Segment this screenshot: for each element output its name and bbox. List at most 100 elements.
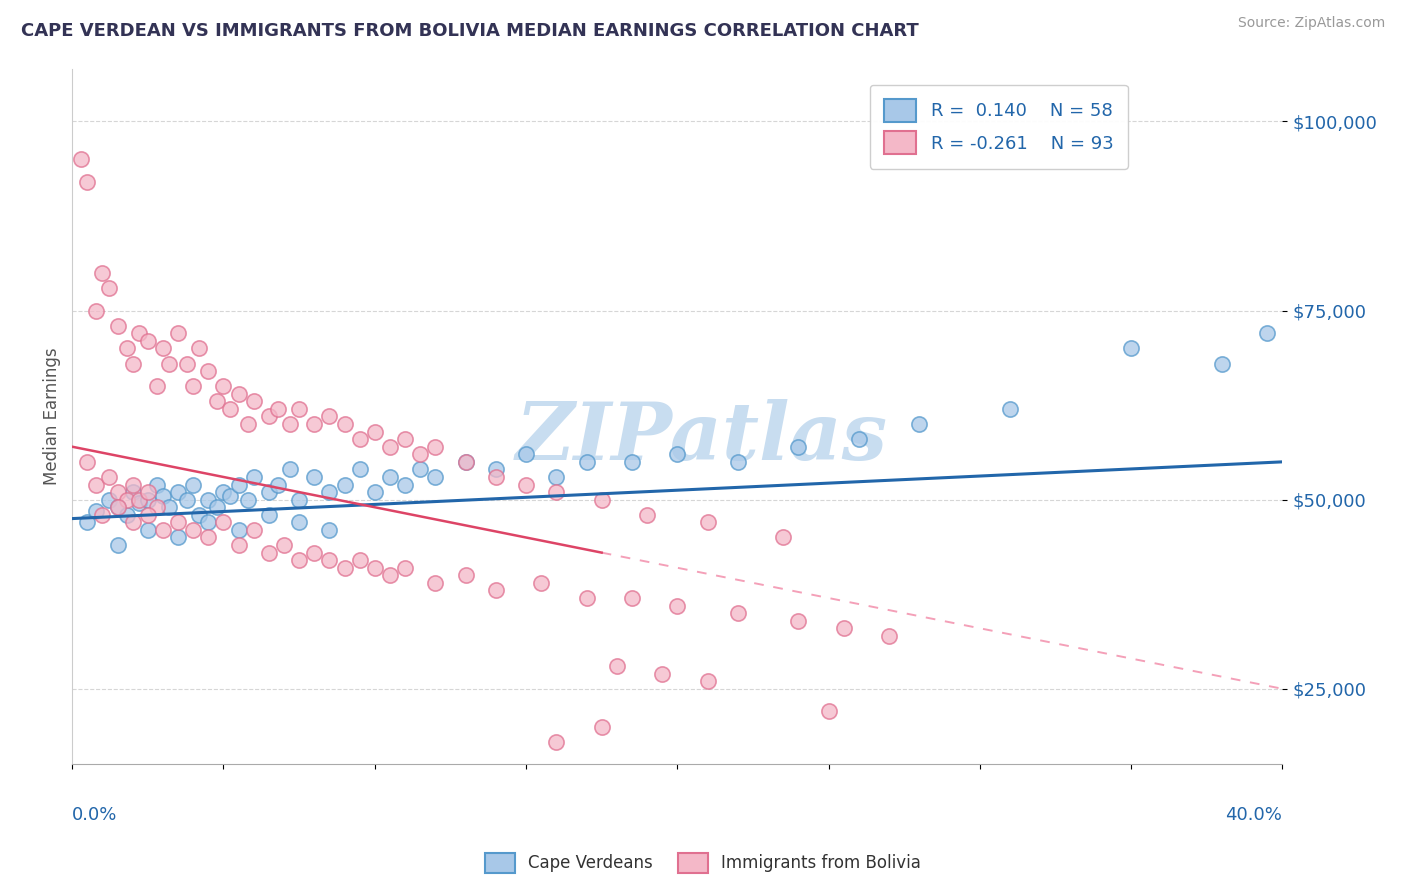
Point — [333, 477, 356, 491]
Text: ZIPatlas: ZIPatlas — [516, 399, 887, 476]
Point — [454, 455, 477, 469]
Point — [115, 492, 138, 507]
Point — [591, 720, 613, 734]
Point — [97, 492, 120, 507]
Point — [121, 485, 143, 500]
Point — [167, 516, 190, 530]
Point — [107, 500, 129, 515]
Point — [877, 629, 900, 643]
Point — [278, 417, 301, 431]
Point — [128, 492, 150, 507]
Point — [485, 583, 508, 598]
Point — [288, 553, 311, 567]
Point — [157, 357, 180, 371]
Point — [454, 568, 477, 582]
Point — [998, 401, 1021, 416]
Point — [546, 470, 568, 484]
Point — [107, 538, 129, 552]
Point — [76, 175, 98, 189]
Point — [197, 531, 219, 545]
Point — [136, 508, 159, 522]
Point — [394, 560, 416, 574]
Point — [242, 470, 264, 484]
Text: Source: ZipAtlas.com: Source: ZipAtlas.com — [1237, 16, 1385, 30]
Point — [666, 447, 689, 461]
Point — [288, 516, 311, 530]
Point — [787, 440, 810, 454]
Point — [318, 409, 340, 424]
Point — [454, 455, 477, 469]
Point — [181, 379, 204, 393]
Point — [394, 432, 416, 446]
Point — [378, 568, 401, 582]
Point — [97, 470, 120, 484]
Point — [787, 614, 810, 628]
Point — [136, 523, 159, 537]
Point — [181, 523, 204, 537]
Point — [425, 470, 447, 484]
Point — [207, 394, 229, 409]
Point — [304, 417, 326, 431]
Point — [485, 462, 508, 476]
Point — [70, 153, 93, 167]
Point — [772, 531, 794, 545]
Point — [1211, 357, 1233, 371]
Point — [197, 492, 219, 507]
Point — [515, 477, 537, 491]
Point — [908, 417, 931, 431]
Point — [152, 342, 174, 356]
Point — [207, 500, 229, 515]
Point — [409, 462, 432, 476]
Point — [318, 523, 340, 537]
Point — [86, 303, 108, 318]
Point — [212, 379, 235, 393]
Point — [727, 606, 749, 620]
Point — [218, 401, 240, 416]
Point — [86, 504, 108, 518]
Point — [121, 477, 143, 491]
Point — [304, 546, 326, 560]
Legend: R =  0.140    N = 58, R = -0.261    N = 93: R = 0.140 N = 58, R = -0.261 N = 93 — [869, 85, 1128, 169]
Point — [333, 560, 356, 574]
Point — [257, 546, 280, 560]
Point — [121, 516, 143, 530]
Point — [86, 477, 108, 491]
Point — [136, 485, 159, 500]
Text: CAPE VERDEAN VS IMMIGRANTS FROM BOLIVIA MEDIAN EARNINGS CORRELATION CHART: CAPE VERDEAN VS IMMIGRANTS FROM BOLIVIA … — [21, 22, 920, 40]
Point — [97, 281, 120, 295]
Point — [620, 455, 643, 469]
Point — [76, 455, 98, 469]
Point — [176, 492, 198, 507]
Point — [349, 553, 371, 567]
Point — [666, 599, 689, 613]
Point — [181, 477, 204, 491]
Point — [273, 538, 295, 552]
Point — [76, 516, 98, 530]
Point — [485, 470, 508, 484]
Point — [107, 485, 129, 500]
Point — [267, 477, 290, 491]
Point — [318, 553, 340, 567]
Point — [236, 492, 259, 507]
Point — [1256, 326, 1278, 341]
Point — [425, 575, 447, 590]
Point — [91, 266, 114, 280]
Point — [364, 425, 387, 439]
Point — [546, 735, 568, 749]
Point — [115, 508, 138, 522]
Point — [409, 447, 432, 461]
Point — [288, 492, 311, 507]
Point — [146, 500, 169, 515]
Point — [121, 357, 143, 371]
Point — [364, 560, 387, 574]
Point — [333, 417, 356, 431]
Point — [304, 470, 326, 484]
Point — [278, 462, 301, 476]
Point — [242, 523, 264, 537]
Point — [848, 432, 870, 446]
Point — [115, 342, 138, 356]
Point — [228, 523, 250, 537]
Point — [136, 334, 159, 348]
Point — [228, 386, 250, 401]
Point — [620, 591, 643, 605]
